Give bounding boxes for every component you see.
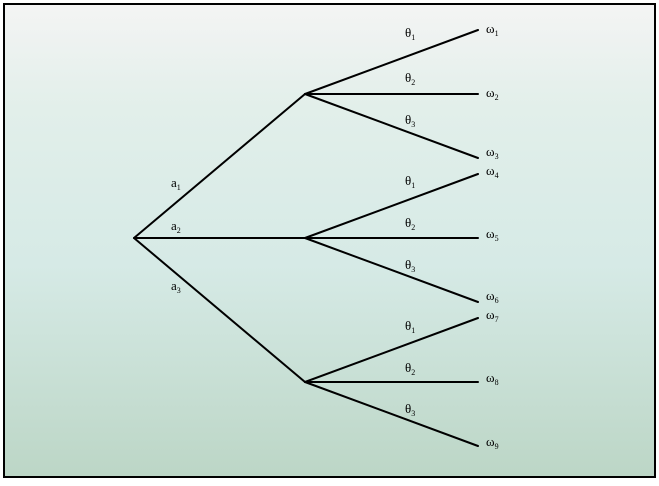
label-state-b2-1: θ1 bbox=[405, 173, 415, 190]
label-state-b1-2: θ2 bbox=[405, 70, 415, 87]
label-state-b1-1: θ1 bbox=[405, 25, 415, 42]
label-outcome-5: ω5 bbox=[486, 226, 499, 243]
label-outcome-2: ω2 bbox=[486, 85, 499, 102]
label-outcome-8: ω8 bbox=[486, 370, 499, 387]
edge-b2-theta3 bbox=[304, 237, 479, 303]
label-action-3: a3 bbox=[171, 278, 181, 295]
edge-b3-theta1 bbox=[304, 317, 479, 383]
label-outcome-9: ω9 bbox=[486, 434, 499, 451]
label-outcome-7: ω7 bbox=[486, 307, 499, 324]
label-state-b2-3: θ3 bbox=[405, 257, 415, 274]
edge-b1-theta3 bbox=[304, 93, 479, 159]
label-outcome-1: ω1 bbox=[486, 21, 499, 38]
edge-b1-theta1 bbox=[304, 29, 479, 95]
label-state-b3-2: θ2 bbox=[405, 360, 415, 377]
label-state-b3-1: θ1 bbox=[405, 318, 415, 335]
label-outcome-6: ω6 bbox=[486, 288, 499, 305]
label-action-2: a2 bbox=[171, 218, 181, 235]
edge-b3-theta3 bbox=[304, 381, 479, 447]
label-state-b1-3: θ3 bbox=[405, 112, 415, 129]
label-action-1: a1 bbox=[171, 175, 181, 192]
label-outcome-4: ω4 bbox=[486, 163, 499, 180]
edge-a1 bbox=[133, 93, 306, 239]
label-state-b3-3: θ3 bbox=[405, 401, 415, 418]
diagram-background bbox=[3, 3, 656, 478]
label-state-b2-2: θ2 bbox=[405, 215, 415, 232]
edge-a3 bbox=[133, 237, 306, 383]
edge-b2-theta1 bbox=[304, 173, 479, 239]
label-outcome-3: ω3 bbox=[486, 144, 499, 161]
